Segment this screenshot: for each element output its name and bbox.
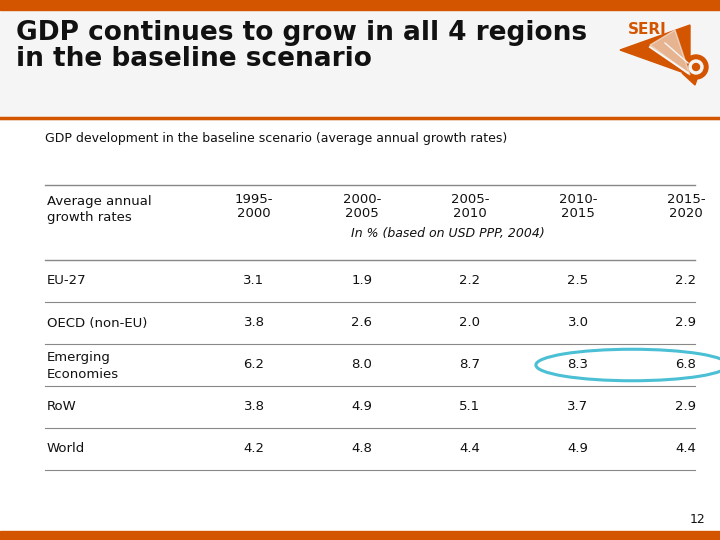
Text: growth rates: growth rates xyxy=(47,211,132,224)
Polygon shape xyxy=(650,30,690,75)
Text: in the baseline scenario: in the baseline scenario xyxy=(16,46,372,72)
Text: 2005-: 2005- xyxy=(451,193,490,206)
Polygon shape xyxy=(682,70,700,85)
Text: In % (based on USD PPP, 2004): In % (based on USD PPP, 2004) xyxy=(351,227,544,240)
Bar xyxy=(0,531,720,540)
Text: 6.2: 6.2 xyxy=(243,359,264,372)
Text: 3.1: 3.1 xyxy=(243,274,264,287)
Circle shape xyxy=(693,64,700,71)
Text: 1995-: 1995- xyxy=(235,193,274,206)
Text: 2000-: 2000- xyxy=(343,193,381,206)
Text: Emerging: Emerging xyxy=(47,352,111,365)
Text: 2015: 2015 xyxy=(561,207,595,220)
Text: 3.8: 3.8 xyxy=(243,316,264,329)
Text: 2020: 2020 xyxy=(669,207,703,220)
Text: 4.9: 4.9 xyxy=(351,401,372,414)
Text: 2.9: 2.9 xyxy=(675,316,696,329)
Circle shape xyxy=(684,55,708,79)
Text: 2015-: 2015- xyxy=(667,193,706,206)
Text: 2005: 2005 xyxy=(345,207,379,220)
Text: 4.9: 4.9 xyxy=(567,442,588,456)
Text: EU-27: EU-27 xyxy=(47,274,86,287)
Text: 3.0: 3.0 xyxy=(567,316,588,329)
Text: 2.0: 2.0 xyxy=(459,316,480,329)
Text: GDP development in the baseline scenario (average annual growth rates): GDP development in the baseline scenario… xyxy=(45,132,508,145)
Text: SERI: SERI xyxy=(628,22,667,37)
Text: 5.1: 5.1 xyxy=(459,401,480,414)
Text: 8.3: 8.3 xyxy=(567,359,588,372)
Text: 2010: 2010 xyxy=(453,207,487,220)
Text: 4.8: 4.8 xyxy=(351,442,372,456)
Text: 2.5: 2.5 xyxy=(567,274,588,287)
Text: World: World xyxy=(47,442,85,456)
Text: GDP continues to grow in all 4 regions: GDP continues to grow in all 4 regions xyxy=(16,20,587,46)
Text: 3.7: 3.7 xyxy=(567,401,588,414)
Text: Average annual: Average annual xyxy=(47,195,152,208)
Bar xyxy=(0,0,720,10)
Text: 2.6: 2.6 xyxy=(351,316,372,329)
Text: 6.8: 6.8 xyxy=(675,359,696,372)
Text: 12: 12 xyxy=(689,513,705,526)
Text: 8.7: 8.7 xyxy=(459,359,480,372)
Text: 2010-: 2010- xyxy=(559,193,598,206)
Text: 3.8: 3.8 xyxy=(243,401,264,414)
Text: 1.9: 1.9 xyxy=(351,274,372,287)
Polygon shape xyxy=(620,25,690,75)
Text: 2.2: 2.2 xyxy=(459,274,480,287)
Bar xyxy=(0,10,720,120)
Text: OECD (non-EU): OECD (non-EU) xyxy=(47,316,148,329)
Text: 2.2: 2.2 xyxy=(675,274,696,287)
Circle shape xyxy=(689,60,703,74)
Text: 2.9: 2.9 xyxy=(675,401,696,414)
Text: Economies: Economies xyxy=(47,368,119,381)
Text: 8.0: 8.0 xyxy=(351,359,372,372)
Text: 2000: 2000 xyxy=(237,207,271,220)
Text: 4.4: 4.4 xyxy=(675,442,696,456)
Text: RoW: RoW xyxy=(47,401,77,414)
Text: 4.2: 4.2 xyxy=(243,442,264,456)
Text: 4.4: 4.4 xyxy=(459,442,480,456)
